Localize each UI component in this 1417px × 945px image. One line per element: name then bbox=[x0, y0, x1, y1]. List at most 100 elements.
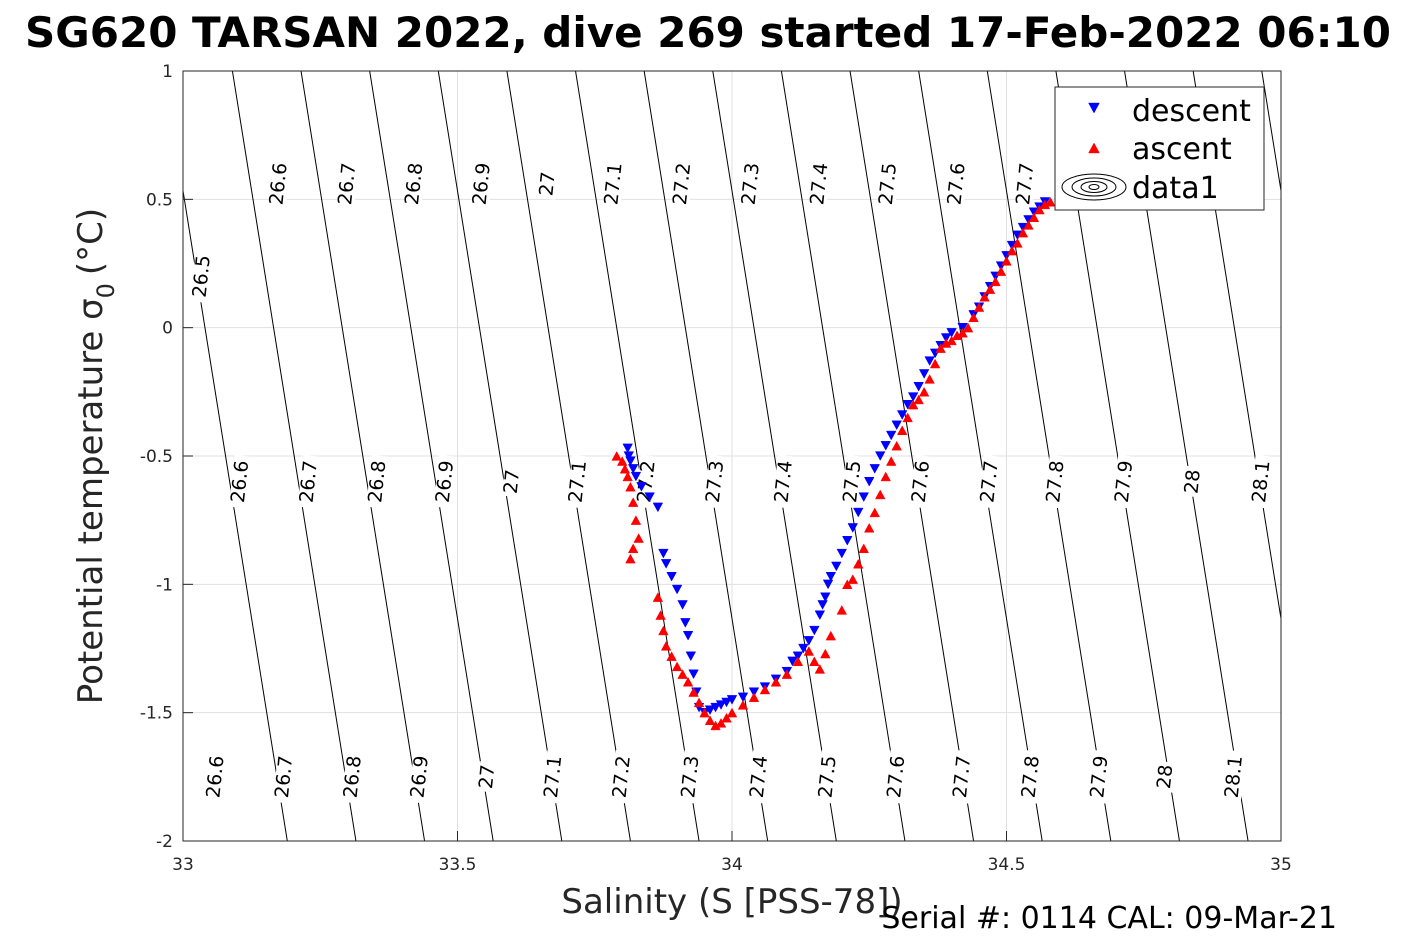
y-tick-label: -2 bbox=[156, 832, 173, 852]
contour-line bbox=[437, 71, 563, 841]
contour-label: 28 bbox=[1180, 468, 1204, 494]
ascent-point bbox=[627, 497, 639, 507]
contour-label: 27.2 bbox=[633, 459, 659, 503]
ascent-point bbox=[688, 687, 699, 697]
descent-point bbox=[726, 695, 738, 705]
contour-label: 27.5 bbox=[814, 755, 840, 799]
ascent-point bbox=[677, 669, 688, 679]
descent-point bbox=[940, 333, 952, 343]
ascent-point bbox=[625, 481, 636, 492]
contour-label-bg bbox=[204, 750, 228, 804]
contour-line bbox=[300, 71, 426, 841]
ascent-point bbox=[891, 440, 902, 451]
descent-point bbox=[817, 600, 828, 610]
contour-label: 27.4 bbox=[771, 459, 797, 503]
contour-label: 27.2 bbox=[669, 162, 695, 206]
y-tick-label: 0 bbox=[162, 319, 173, 339]
contour-label: 27.6 bbox=[943, 162, 969, 206]
legend-marker-ascent bbox=[1088, 142, 1100, 154]
legend-marker-data1 bbox=[1088, 184, 1100, 190]
contour-label-bg bbox=[739, 157, 763, 211]
ascent-point bbox=[627, 543, 639, 554]
contour-label-bg bbox=[1222, 750, 1247, 804]
x-tick-label: 34 bbox=[721, 855, 743, 875]
contour-label-bg bbox=[885, 750, 909, 804]
ascent-point bbox=[682, 676, 694, 687]
contour-label: 26.7 bbox=[296, 459, 322, 503]
contour-label: 27.6 bbox=[908, 459, 934, 503]
contour-label: 28.1 bbox=[1248, 459, 1274, 503]
descent-point bbox=[825, 571, 837, 582]
axis-ticks: 33 33.5 34 34.5 35 1 0.5 0 -0.5 -1 -1.5 -2 bbox=[140, 62, 1292, 875]
contour-label-bg bbox=[602, 157, 626, 211]
ascent-point bbox=[1017, 227, 1029, 238]
contour-line bbox=[780, 71, 906, 841]
descent-point bbox=[875, 451, 886, 461]
contour-label-bg bbox=[747, 750, 772, 804]
ascent-point bbox=[896, 425, 908, 435]
descent-point bbox=[644, 492, 655, 502]
contour-label-bg bbox=[816, 750, 840, 804]
contour-label-bg bbox=[703, 454, 728, 509]
descent-point bbox=[803, 636, 815, 646]
descent-point bbox=[822, 579, 834, 590]
contour-label-bg bbox=[336, 157, 360, 211]
footer-serial-cal: Serial #: 0114 CAL: 09-Mar-21 bbox=[881, 901, 1337, 936]
descent-point bbox=[688, 669, 699, 680]
descent-point bbox=[847, 523, 859, 533]
ascent-point bbox=[880, 471, 891, 482]
legend-marker-data1 bbox=[1080, 181, 1108, 193]
contour-line bbox=[1261, 71, 1281, 194]
descent-point bbox=[814, 610, 826, 621]
ascent-point bbox=[869, 507, 880, 518]
contour-label-bg bbox=[477, 760, 499, 793]
ascent-point bbox=[957, 327, 968, 338]
contour-label: 26.6 bbox=[265, 162, 291, 206]
ascent-point bbox=[809, 656, 820, 666]
legend-marker-descent bbox=[1088, 102, 1100, 114]
descent-point bbox=[864, 477, 875, 487]
ascent-point bbox=[968, 312, 979, 323]
contour-label: 27.7 bbox=[949, 755, 975, 799]
contour-label: 26.7 bbox=[271, 755, 297, 799]
contour-label: 26.7 bbox=[334, 162, 360, 206]
descent-point bbox=[710, 702, 721, 713]
descent-point bbox=[946, 328, 957, 338]
contour-label-bg bbox=[1019, 750, 1043, 804]
descent-point bbox=[913, 382, 924, 392]
data-points bbox=[611, 196, 1056, 731]
chart-title: SG620 TARSAN 2022, dive 269 started 17-F… bbox=[25, 8, 1391, 57]
contour-label: 27.2 bbox=[609, 755, 635, 799]
ascent-point bbox=[704, 715, 716, 726]
descent-point bbox=[627, 464, 639, 474]
contour-label: 27.7 bbox=[1012, 162, 1038, 206]
ascent-point bbox=[622, 471, 633, 482]
descent-point bbox=[677, 600, 688, 610]
y-axis-label: Potential temperature σ0 (°C) bbox=[71, 208, 120, 704]
legend-label-descent: descent bbox=[1132, 94, 1251, 129]
ascent-point bbox=[946, 335, 957, 346]
y-tick-label: -0.5 bbox=[140, 447, 173, 467]
contour-label-bg bbox=[1088, 750, 1112, 804]
descent-point bbox=[869, 464, 880, 474]
contour-label-bg bbox=[501, 465, 523, 498]
contour-label-bg bbox=[366, 454, 390, 509]
contour-label-bg bbox=[1155, 760, 1177, 793]
ascent-point bbox=[1012, 238, 1023, 248]
y-tick-label: -1.5 bbox=[140, 704, 173, 724]
legend: descent ascent data1 bbox=[1054, 86, 1265, 211]
contour-label-bg bbox=[190, 249, 214, 304]
contour-label-bg bbox=[876, 157, 901, 211]
y-tick-label: 1 bbox=[162, 62, 173, 82]
contour-label: 27.1 bbox=[565, 459, 591, 503]
ascent-point bbox=[918, 386, 930, 397]
ascent-point bbox=[658, 625, 669, 636]
ascent-point bbox=[973, 302, 985, 312]
contour-label-bg bbox=[1112, 454, 1137, 509]
contour-label-bg bbox=[950, 750, 975, 804]
contour-label-bg bbox=[670, 157, 695, 211]
contour-label-bg bbox=[610, 750, 634, 804]
contour-line bbox=[231, 71, 357, 841]
ascent-point bbox=[902, 412, 913, 423]
contour-label: 27.1 bbox=[540, 755, 566, 799]
